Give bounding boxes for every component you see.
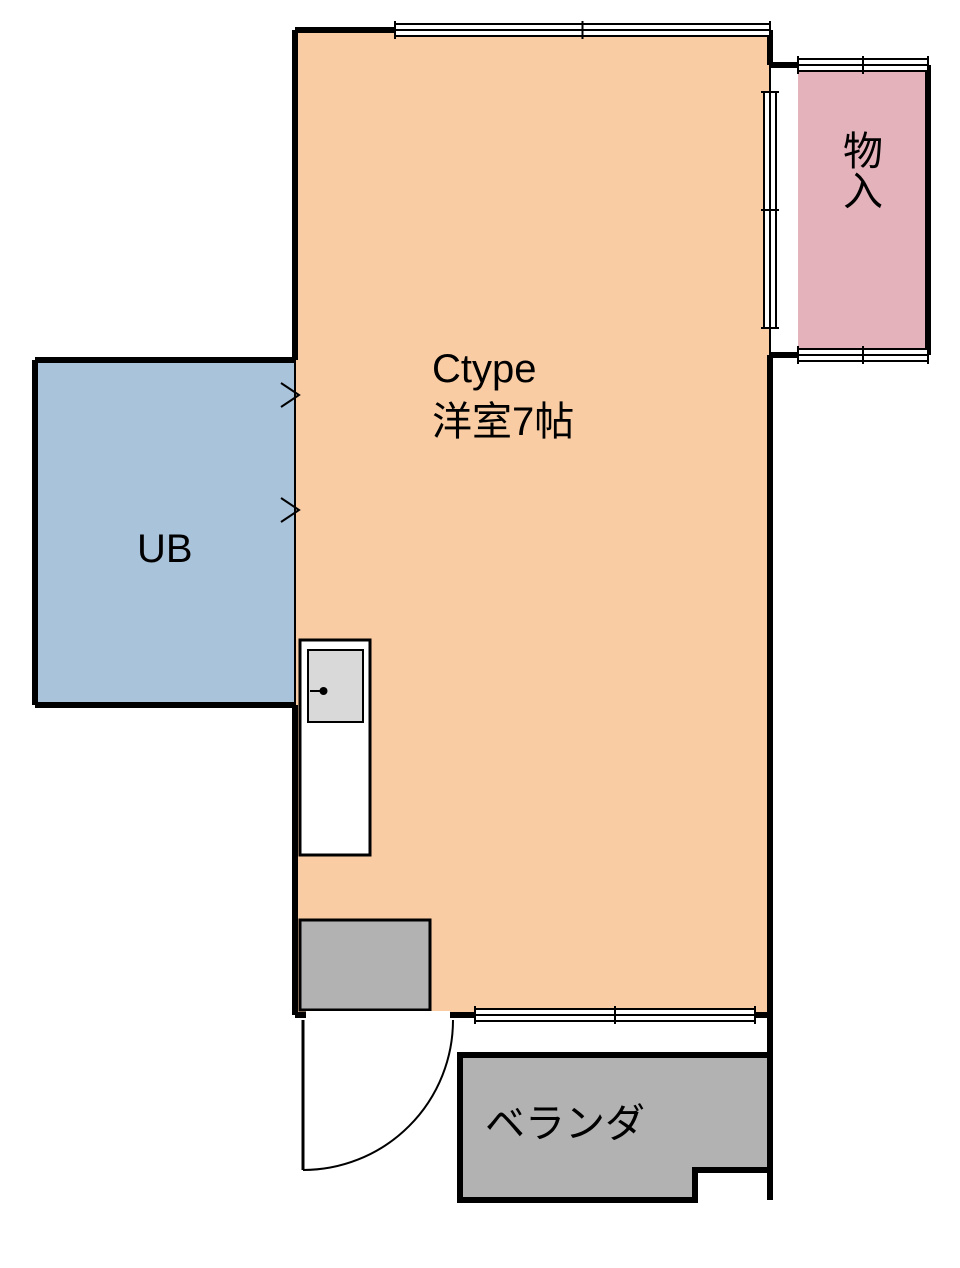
floorplan-svg <box>0 0 960 1268</box>
closet-label: 物入 <box>835 130 883 210</box>
main-room-title-label: Ctype <box>432 345 537 393</box>
bathroom-label: UB <box>137 525 193 573</box>
floorplan-container: Ctype 洋室7帖 UB 物入 ベランダ <box>0 0 960 1268</box>
balcony-label: ベランダ <box>485 1100 645 1148</box>
main-room-sub-label: 洋室7帖 <box>432 398 574 446</box>
